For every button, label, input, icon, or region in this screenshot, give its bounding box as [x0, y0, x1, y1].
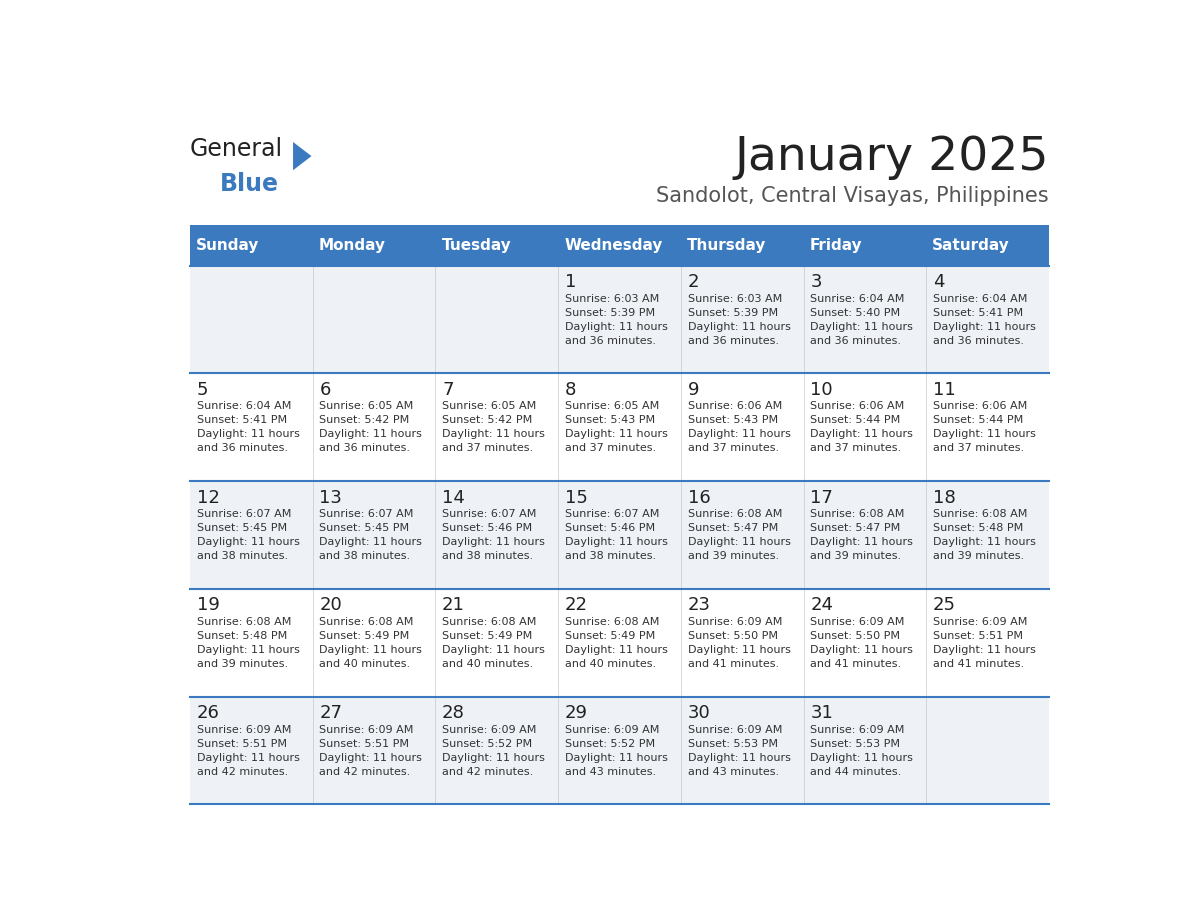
- Text: 3: 3: [810, 274, 822, 291]
- Polygon shape: [293, 142, 311, 170]
- Text: 8: 8: [564, 381, 576, 399]
- Text: Sunrise: 6:08 AM
Sunset: 5:47 PM
Daylight: 11 hours
and 39 minutes.: Sunrise: 6:08 AM Sunset: 5:47 PM Dayligh…: [688, 509, 790, 561]
- Text: 22: 22: [564, 597, 588, 614]
- Text: 27: 27: [320, 704, 342, 722]
- Text: Sandolot, Central Visayas, Philippines: Sandolot, Central Visayas, Philippines: [656, 185, 1049, 206]
- Text: Sunrise: 6:09 AM
Sunset: 5:51 PM
Daylight: 11 hours
and 42 minutes.: Sunrise: 6:09 AM Sunset: 5:51 PM Dayligh…: [197, 724, 299, 777]
- Bar: [190, 697, 1049, 804]
- Text: 10: 10: [810, 381, 833, 399]
- Text: 24: 24: [810, 597, 833, 614]
- Text: Sunrise: 6:08 AM
Sunset: 5:48 PM
Daylight: 11 hours
and 39 minutes.: Sunrise: 6:08 AM Sunset: 5:48 PM Dayligh…: [197, 617, 299, 669]
- Text: Sunrise: 6:04 AM
Sunset: 5:41 PM
Daylight: 11 hours
and 36 minutes.: Sunrise: 6:04 AM Sunset: 5:41 PM Dayligh…: [933, 294, 1036, 346]
- Text: 18: 18: [933, 488, 955, 507]
- Bar: [803, 225, 927, 265]
- Text: 4: 4: [933, 274, 944, 291]
- Text: 5: 5: [197, 381, 208, 399]
- Text: Sunrise: 6:09 AM
Sunset: 5:50 PM
Daylight: 11 hours
and 41 minutes.: Sunrise: 6:09 AM Sunset: 5:50 PM Dayligh…: [810, 617, 914, 669]
- Text: 15: 15: [564, 488, 588, 507]
- Text: Sunrise: 6:06 AM
Sunset: 5:43 PM
Daylight: 11 hours
and 37 minutes.: Sunrise: 6:06 AM Sunset: 5:43 PM Dayligh…: [688, 401, 790, 453]
- Text: Sunrise: 6:06 AM
Sunset: 5:44 PM
Daylight: 11 hours
and 37 minutes.: Sunrise: 6:06 AM Sunset: 5:44 PM Dayligh…: [810, 401, 914, 453]
- Bar: [435, 225, 558, 265]
- Text: 14: 14: [442, 488, 465, 507]
- Bar: [190, 481, 1049, 588]
- Bar: [312, 225, 435, 265]
- Text: Sunrise: 6:08 AM
Sunset: 5:47 PM
Daylight: 11 hours
and 39 minutes.: Sunrise: 6:08 AM Sunset: 5:47 PM Dayligh…: [810, 509, 914, 561]
- Text: Sunrise: 6:05 AM
Sunset: 5:42 PM
Daylight: 11 hours
and 36 minutes.: Sunrise: 6:05 AM Sunset: 5:42 PM Dayligh…: [320, 401, 422, 453]
- Text: Sunday: Sunday: [196, 238, 259, 252]
- Text: 25: 25: [933, 597, 956, 614]
- Text: 31: 31: [810, 704, 833, 722]
- Text: Sunrise: 6:06 AM
Sunset: 5:44 PM
Daylight: 11 hours
and 37 minutes.: Sunrise: 6:06 AM Sunset: 5:44 PM Dayligh…: [933, 401, 1036, 453]
- Bar: [558, 225, 681, 265]
- Bar: [681, 225, 803, 265]
- Text: 16: 16: [688, 488, 710, 507]
- Text: 17: 17: [810, 488, 833, 507]
- Text: 6: 6: [320, 381, 330, 399]
- Text: Sunrise: 6:09 AM
Sunset: 5:51 PM
Daylight: 11 hours
and 42 minutes.: Sunrise: 6:09 AM Sunset: 5:51 PM Dayligh…: [320, 724, 422, 777]
- Text: January 2025: January 2025: [734, 135, 1049, 180]
- Text: Sunrise: 6:05 AM
Sunset: 5:42 PM
Daylight: 11 hours
and 37 minutes.: Sunrise: 6:05 AM Sunset: 5:42 PM Dayligh…: [442, 401, 545, 453]
- Text: Sunrise: 6:04 AM
Sunset: 5:40 PM
Daylight: 11 hours
and 36 minutes.: Sunrise: 6:04 AM Sunset: 5:40 PM Dayligh…: [810, 294, 914, 346]
- Text: Sunrise: 6:07 AM
Sunset: 5:46 PM
Daylight: 11 hours
and 38 minutes.: Sunrise: 6:07 AM Sunset: 5:46 PM Dayligh…: [564, 509, 668, 561]
- Text: Sunrise: 6:07 AM
Sunset: 5:45 PM
Daylight: 11 hours
and 38 minutes.: Sunrise: 6:07 AM Sunset: 5:45 PM Dayligh…: [197, 509, 299, 561]
- Text: Sunrise: 6:05 AM
Sunset: 5:43 PM
Daylight: 11 hours
and 37 minutes.: Sunrise: 6:05 AM Sunset: 5:43 PM Dayligh…: [564, 401, 668, 453]
- Text: Monday: Monday: [318, 238, 386, 252]
- Text: 28: 28: [442, 704, 465, 722]
- Text: Sunrise: 6:08 AM
Sunset: 5:48 PM
Daylight: 11 hours
and 39 minutes.: Sunrise: 6:08 AM Sunset: 5:48 PM Dayligh…: [933, 509, 1036, 561]
- Text: Blue: Blue: [220, 172, 278, 196]
- Text: 2: 2: [688, 274, 699, 291]
- Text: Sunrise: 6:08 AM
Sunset: 5:49 PM
Daylight: 11 hours
and 40 minutes.: Sunrise: 6:08 AM Sunset: 5:49 PM Dayligh…: [564, 617, 668, 669]
- Text: 21: 21: [442, 597, 465, 614]
- Text: Sunrise: 6:09 AM
Sunset: 5:53 PM
Daylight: 11 hours
and 44 minutes.: Sunrise: 6:09 AM Sunset: 5:53 PM Dayligh…: [810, 724, 914, 777]
- Text: Sunrise: 6:09 AM
Sunset: 5:52 PM
Daylight: 11 hours
and 43 minutes.: Sunrise: 6:09 AM Sunset: 5:52 PM Dayligh…: [564, 724, 668, 777]
- Bar: [190, 588, 1049, 697]
- Text: Tuesday: Tuesday: [442, 238, 511, 252]
- Text: Thursday: Thursday: [687, 238, 766, 252]
- Text: Sunrise: 6:08 AM
Sunset: 5:49 PM
Daylight: 11 hours
and 40 minutes.: Sunrise: 6:08 AM Sunset: 5:49 PM Dayligh…: [320, 617, 422, 669]
- Text: General: General: [190, 137, 283, 161]
- Text: 1: 1: [564, 274, 576, 291]
- Text: 20: 20: [320, 597, 342, 614]
- Text: 11: 11: [933, 381, 955, 399]
- Bar: [927, 225, 1049, 265]
- Bar: [190, 265, 1049, 374]
- Text: Sunrise: 6:09 AM
Sunset: 5:53 PM
Daylight: 11 hours
and 43 minutes.: Sunrise: 6:09 AM Sunset: 5:53 PM Dayligh…: [688, 724, 790, 777]
- Text: Sunrise: 6:03 AM
Sunset: 5:39 PM
Daylight: 11 hours
and 36 minutes.: Sunrise: 6:03 AM Sunset: 5:39 PM Dayligh…: [688, 294, 790, 346]
- Text: 9: 9: [688, 381, 699, 399]
- Text: Sunrise: 6:04 AM
Sunset: 5:41 PM
Daylight: 11 hours
and 36 minutes.: Sunrise: 6:04 AM Sunset: 5:41 PM Dayligh…: [197, 401, 299, 453]
- Text: Sunrise: 6:08 AM
Sunset: 5:49 PM
Daylight: 11 hours
and 40 minutes.: Sunrise: 6:08 AM Sunset: 5:49 PM Dayligh…: [442, 617, 545, 669]
- Text: 30: 30: [688, 704, 710, 722]
- Text: 23: 23: [688, 597, 710, 614]
- Text: 19: 19: [197, 597, 220, 614]
- Bar: [190, 374, 1049, 481]
- Text: Sunrise: 6:07 AM
Sunset: 5:45 PM
Daylight: 11 hours
and 38 minutes.: Sunrise: 6:07 AM Sunset: 5:45 PM Dayligh…: [320, 509, 422, 561]
- Bar: [190, 225, 312, 265]
- Text: Sunrise: 6:09 AM
Sunset: 5:52 PM
Daylight: 11 hours
and 42 minutes.: Sunrise: 6:09 AM Sunset: 5:52 PM Dayligh…: [442, 724, 545, 777]
- Text: 29: 29: [564, 704, 588, 722]
- Text: 26: 26: [197, 704, 220, 722]
- Text: Saturday: Saturday: [933, 238, 1010, 252]
- Text: 13: 13: [320, 488, 342, 507]
- Text: Sunrise: 6:09 AM
Sunset: 5:51 PM
Daylight: 11 hours
and 41 minutes.: Sunrise: 6:09 AM Sunset: 5:51 PM Dayligh…: [933, 617, 1036, 669]
- Text: Sunrise: 6:03 AM
Sunset: 5:39 PM
Daylight: 11 hours
and 36 minutes.: Sunrise: 6:03 AM Sunset: 5:39 PM Dayligh…: [564, 294, 668, 346]
- Text: Wednesday: Wednesday: [564, 238, 663, 252]
- Text: 12: 12: [197, 488, 220, 507]
- Text: Friday: Friday: [810, 238, 862, 252]
- Text: Sunrise: 6:07 AM
Sunset: 5:46 PM
Daylight: 11 hours
and 38 minutes.: Sunrise: 6:07 AM Sunset: 5:46 PM Dayligh…: [442, 509, 545, 561]
- Text: Sunrise: 6:09 AM
Sunset: 5:50 PM
Daylight: 11 hours
and 41 minutes.: Sunrise: 6:09 AM Sunset: 5:50 PM Dayligh…: [688, 617, 790, 669]
- Text: 7: 7: [442, 381, 454, 399]
